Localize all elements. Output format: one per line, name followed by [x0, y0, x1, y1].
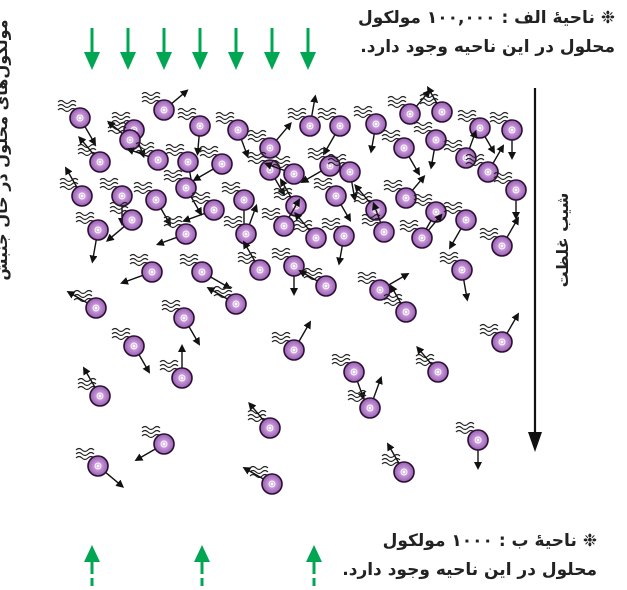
solute-molecule	[383, 175, 426, 209]
green-arrow-down	[300, 28, 316, 70]
solute-molecule	[439, 251, 473, 302]
solute-molecule	[298, 267, 337, 297]
solute-molecule	[126, 141, 169, 171]
green-arrow-up	[194, 545, 210, 586]
solute-molecule	[465, 144, 504, 183]
solute-molecule	[263, 155, 305, 185]
solute-molecule	[353, 183, 387, 221]
solute-molecule	[443, 201, 477, 250]
incoming-arrows-bottom	[84, 545, 322, 586]
incoming-arrows-top	[84, 28, 316, 70]
solute-molecule	[455, 421, 489, 470]
region-a-line2: محلول در این ناحیه وجود دارد.	[360, 37, 615, 57]
solute-molecule	[317, 107, 351, 156]
molecules-group	[57, 86, 527, 495]
solute-molecule	[111, 327, 150, 374]
solute-molecule	[182, 191, 225, 223]
solute-molecule	[327, 153, 361, 202]
solute-molecule	[493, 171, 527, 220]
solute-molecule	[77, 135, 111, 173]
solute-molecule	[159, 344, 193, 389]
solute-molecule	[347, 376, 383, 419]
solute-molecule	[479, 312, 520, 353]
green-arrow-down	[120, 28, 136, 70]
green-arrow-down	[228, 28, 244, 70]
solute-molecule	[247, 401, 281, 439]
solute-molecule	[57, 99, 97, 146]
solute-molecule	[163, 169, 202, 216]
solute-molecule	[215, 111, 250, 159]
solute-molecule	[321, 217, 355, 266]
solute-molecule	[399, 213, 443, 249]
solute-molecule	[59, 166, 93, 207]
solute-molecule	[387, 89, 431, 125]
solute-molecule	[489, 111, 523, 160]
solute-molecule	[415, 345, 449, 383]
solute-molecule	[381, 129, 420, 176]
solute-molecule	[120, 253, 163, 285]
solute-molecule	[161, 299, 200, 346]
solute-molecule	[457, 109, 495, 154]
solute-molecule	[383, 284, 417, 323]
solute-molecule	[221, 181, 255, 232]
region-b-caption: ❉ ناحیهٔ ب : ۱۰۰۰ مولکول محلول در این نا…	[317, 527, 597, 585]
solute-molecule	[75, 447, 125, 488]
solute-molecule	[419, 86, 453, 123]
solute-molecule	[242, 465, 283, 495]
solute-molecule	[300, 147, 341, 184]
solute-molecule	[223, 203, 258, 245]
solute-molecule	[77, 366, 111, 407]
solute-molecule	[443, 129, 478, 169]
solute-molecule	[361, 201, 395, 243]
solute-molecule	[177, 107, 211, 156]
green-arrow-down	[192, 28, 208, 70]
solute-molecule	[247, 121, 292, 159]
solute-molecule	[413, 121, 447, 170]
green-arrow-up	[84, 545, 100, 586]
concentration-gradient-arrow	[528, 88, 542, 452]
solute-molecule	[179, 253, 232, 289]
green-arrow-up	[306, 545, 322, 586]
solute-molecule	[206, 285, 247, 315]
solute-molecule	[287, 94, 321, 137]
solute-molecule	[271, 247, 305, 296]
region-a-caption: ❉ ناحیهٔ الف : ۱۰۰,۰۰۰ مولکول محلول در ا…	[315, 4, 615, 62]
solute-molecule	[134, 425, 175, 461]
solute-molecule	[293, 211, 327, 249]
solute-molecule	[479, 216, 519, 257]
solute-molecule	[99, 177, 133, 226]
solute-molecule	[66, 289, 107, 319]
solute-molecule	[353, 105, 387, 154]
green-arrow-down	[156, 28, 172, 70]
solute-molecule	[107, 120, 141, 151]
solute-molecule	[75, 211, 109, 264]
region-b-line2: محلول در این ناحیه وجود دارد.	[342, 560, 597, 580]
green-arrow-down	[84, 28, 100, 70]
region-b-line1: ❉ ناحیهٔ ب : ۱۰۰۰ مولکول	[382, 531, 597, 551]
solute-molecule	[331, 353, 366, 401]
solute-molecule	[357, 271, 410, 301]
solute-molecule	[271, 320, 312, 361]
solute-molecule	[192, 145, 233, 181]
moving-molecules-label: مولکول‌های محلول در حال جنبش	[0, 19, 11, 281]
solute-molecule	[237, 240, 271, 281]
region-a-line1: ❉ ناحیهٔ الف : ۱۰۰,۰۰۰ مولکول	[358, 8, 615, 28]
solute-molecule	[155, 215, 197, 246]
gradient-label: شیب غلظت	[553, 192, 572, 288]
solute-molecule	[141, 89, 189, 121]
green-arrow-down	[264, 28, 280, 70]
solute-molecule	[313, 177, 351, 222]
solute-molecule	[381, 442, 415, 483]
solute-molecule	[105, 201, 143, 242]
